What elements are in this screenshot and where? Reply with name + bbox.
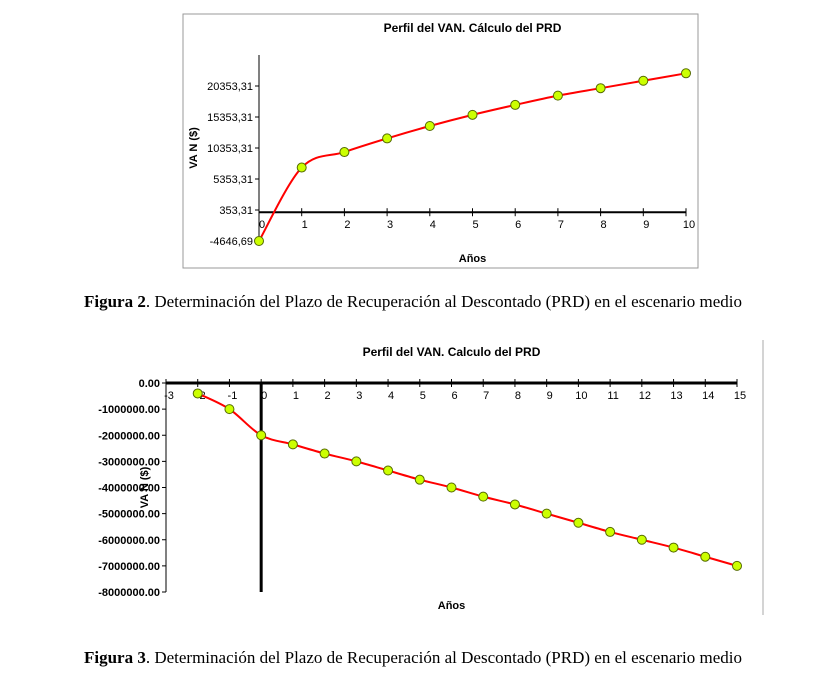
- data-point: [595, 83, 606, 94]
- y-tick-label: -8000000.00: [98, 587, 160, 599]
- x-tick-label: 8: [515, 390, 521, 402]
- caption-label: Figura 2: [84, 292, 146, 311]
- y-tick-label: -1000000.00: [98, 404, 160, 416]
- x-tick-label: 3: [356, 390, 362, 402]
- data-point: [224, 404, 235, 415]
- y-tick-label: -4646,69: [210, 236, 253, 248]
- y-tick-label: -3000000.00: [98, 456, 160, 468]
- chart-title: Perfil del VAN. Cálculo del PRD: [384, 21, 562, 35]
- data-point: [192, 388, 203, 399]
- data-point: [319, 448, 330, 459]
- data-point: [382, 133, 393, 144]
- caption: Figura 2. Determinación del Plazo de Rec…: [84, 292, 742, 311]
- x-tick-label: 7: [558, 219, 564, 231]
- y-axis-label: VA N ($): [188, 127, 200, 169]
- x-tick-label: 13: [670, 390, 682, 402]
- x-tick-label: 14: [702, 390, 714, 402]
- y-tick-label: 353,31: [219, 205, 253, 217]
- data-point: [541, 508, 552, 519]
- x-tick-label: 10: [683, 219, 695, 231]
- x-tick-label: 7: [483, 390, 489, 402]
- x-tick-label: 4: [388, 390, 394, 402]
- data-point: [296, 162, 307, 173]
- x-tick-label: 1: [302, 219, 308, 231]
- x-tick-label: 2: [344, 219, 350, 231]
- data-point: [700, 551, 711, 562]
- data-point: [573, 517, 584, 528]
- data-point: [668, 542, 679, 553]
- caption-label: Figura 3: [84, 648, 146, 667]
- chart-title: Perfil del VAN. Calculo del PRD: [363, 345, 541, 359]
- x-tick-label: 11: [607, 390, 618, 402]
- caption-text: . Determinación del Plazo de Recuperació…: [146, 648, 742, 667]
- x-tick-label: 9: [547, 390, 553, 402]
- x-tick-label: -3: [164, 390, 174, 402]
- x-tick-label: 4: [430, 219, 436, 231]
- data-point: [254, 236, 264, 246]
- y-tick-label: -5000000.00: [98, 509, 160, 521]
- data-point: [424, 121, 435, 132]
- x-tick-label: 8: [601, 219, 607, 231]
- x-tick-label: 1: [293, 390, 299, 402]
- y-tick-label: -7000000.00: [98, 561, 160, 573]
- x-tick-label: 0: [259, 219, 265, 231]
- chart-frame: [182, 13, 699, 269]
- y-tick-label: 20353,31: [207, 81, 253, 93]
- data-point: [351, 456, 362, 467]
- x-tick-label: 9: [643, 219, 649, 231]
- caption: Figura 3. Determinación del Plazo de Rec…: [84, 648, 742, 667]
- data-point: [478, 491, 489, 502]
- x-axis-label: Años: [459, 253, 487, 265]
- y-tick-label: 5353,31: [213, 174, 253, 186]
- x-tick-label: 0: [261, 390, 267, 402]
- data-point: [383, 465, 394, 476]
- data-point: [287, 439, 298, 450]
- x-tick-label: 12: [639, 390, 651, 402]
- data-point: [414, 474, 425, 485]
- x-tick-label: 3: [387, 219, 393, 231]
- caption-text: . Determinación del Plazo de Recuperació…: [146, 292, 742, 311]
- data-point: [256, 430, 267, 441]
- data-point: [732, 560, 742, 571]
- x-tick-label: 15: [734, 390, 746, 402]
- y-tick-label: -6000000.00: [98, 535, 160, 547]
- x-axis-label: Años: [438, 600, 466, 612]
- data-point: [446, 482, 457, 493]
- data-point: [467, 109, 478, 120]
- x-tick-label: 6: [515, 219, 521, 231]
- y-tick-label: -2000000.00: [98, 430, 160, 442]
- x-tick-label: 2: [325, 390, 331, 402]
- y-axis-label: VA N ($): [139, 466, 151, 508]
- y-tick-label: 10353,31: [207, 143, 253, 155]
- x-tick-label: -1: [228, 390, 238, 402]
- data-point: [339, 147, 350, 158]
- y-tick-label: 15353,31: [207, 112, 253, 124]
- data-point: [681, 68, 691, 79]
- data-point: [638, 75, 649, 86]
- series-line: [197, 392, 738, 567]
- y-tick-label: -4000000.00: [98, 483, 160, 495]
- data-point: [636, 534, 647, 545]
- x-tick-label: 5: [472, 219, 478, 231]
- data-point: [509, 499, 520, 510]
- x-tick-label: 10: [575, 390, 587, 402]
- data-point: [552, 90, 563, 101]
- y-tick-label: 0.00: [139, 378, 160, 390]
- data-point: [510, 99, 521, 110]
- data-point: [605, 526, 616, 537]
- x-tick-label: 5: [420, 390, 426, 402]
- x-tick-label: 6: [451, 390, 457, 402]
